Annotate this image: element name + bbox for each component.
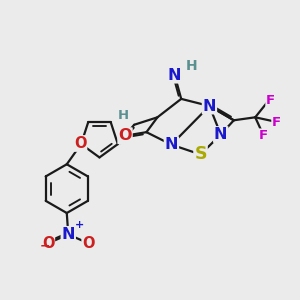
Text: +: + [75, 220, 84, 230]
Text: O: O [74, 136, 86, 151]
Text: H: H [118, 109, 129, 122]
Text: O: O [118, 128, 132, 143]
Text: −: − [40, 240, 50, 253]
Text: O: O [82, 236, 95, 251]
Text: N: N [61, 227, 75, 242]
Text: N: N [214, 127, 227, 142]
Text: O: O [42, 236, 54, 251]
Text: N: N [165, 137, 178, 152]
Text: F: F [272, 116, 281, 129]
Text: N: N [203, 98, 216, 113]
Text: S: S [194, 146, 207, 164]
Text: H: H [186, 59, 198, 73]
Text: N: N [168, 68, 182, 82]
Text: F: F [266, 94, 275, 106]
Text: F: F [259, 129, 268, 142]
